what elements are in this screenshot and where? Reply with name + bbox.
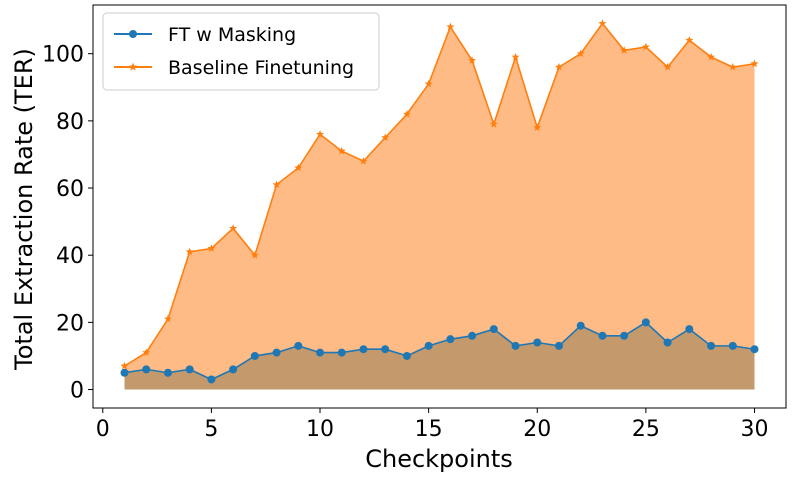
data-point-series-0 [163,368,172,377]
data-point-series-1 [489,120,498,128]
data-point-series-1 [707,52,716,61]
data-point-series-0 [533,338,542,347]
data-point-series-1 [598,19,607,27]
data-point-series-0 [685,325,694,334]
data-point-series-1 [663,62,672,71]
data-point-series-0 [185,365,194,374]
data-point-series-0 [337,348,346,357]
x-axis-label: Checkpoints [365,445,513,473]
data-point-series-0 [142,365,151,374]
area-fill-series-1 [124,23,755,390]
y-tick-label: 20 [56,311,84,336]
data-point-series-1 [163,314,172,323]
data-point-series-1 [446,22,455,31]
data-point-series-1 [381,133,390,142]
legend-box [102,12,380,91]
data-point-series-1 [685,36,694,44]
legend-marker-ft-masking [129,30,137,38]
data-point-series-0 [511,341,520,350]
data-point-series-1 [576,49,585,58]
data-point-series-0 [120,368,129,377]
plot-border [92,4,787,409]
y-tick-label: 40 [56,244,84,269]
x-tick-label: 5 [204,417,218,442]
data-point-series-1 [641,42,650,51]
y-axis-label: Total Extraction Rate (TER) [10,48,38,371]
data-point-series-0 [707,341,716,350]
x-tick-label: 0 [96,417,110,442]
data-point-series-0 [250,351,259,360]
data-point-series-0 [424,341,433,350]
x-tick-label: 20 [523,417,551,442]
x-axis-ticks: 0 5 10 15 20 25 30 [96,408,769,442]
data-point-series-0 [598,331,607,340]
y-tick-label: 0 [70,379,84,404]
data-point-series-1 [359,156,368,165]
data-point-series-0 [359,345,368,354]
legend-label-baseline: Baseline Finetuning [168,57,354,79]
data-point-series-1 [337,146,346,155]
y-tick-label: 100 [42,43,84,68]
data-point-series-0 [207,375,216,384]
data-point-series-1 [142,348,151,356]
legend-label-ft-masking: FT w Masking [168,24,296,46]
legend-marker-baseline [128,62,138,71]
data-point-series-0 [489,325,498,334]
data-point-series-0 [750,345,759,354]
data-point-series-0 [620,331,629,340]
data-point-series-1 [272,180,281,189]
area-fills [124,23,755,390]
data-point-series-1 [294,163,303,172]
x-tick-label: 25 [632,417,660,442]
data-point-series-0 [641,318,650,327]
data-point-series-1 [207,244,216,252]
data-point-series-0 [576,321,585,330]
data-point-series-1 [750,59,759,68]
data-point-series-1 [511,52,520,61]
series-line-1 [124,22,755,367]
data-point-series-0 [402,351,411,360]
data-point-series-1 [316,130,325,138]
series-markers [120,19,759,384]
x-tick-label: 15 [415,417,443,442]
data-point-series-1 [728,62,737,71]
data-point-series-0 [229,365,238,374]
data-point-series-0 [316,348,325,357]
data-point-series-0 [554,341,563,350]
plot-frame [92,4,787,409]
y-axis-ticks: 0 20 40 60 80 100 [42,43,93,404]
data-point-series-1 [229,224,238,232]
data-point-series-0 [294,341,303,350]
data-point-series-1 [533,123,542,131]
data-point-series-0 [381,345,390,354]
data-point-series-1 [250,251,259,259]
area-fill-series-0 [124,322,755,390]
data-point-series-0 [468,331,477,340]
legend: FT w Masking Baseline Finetuning [102,12,380,91]
y-tick-label: 80 [56,110,84,135]
data-point-series-1 [620,46,629,54]
data-point-series-0 [272,348,281,357]
data-point-series-1 [120,361,129,370]
data-point-series-1 [468,56,477,64]
data-point-series-1 [424,79,433,88]
data-point-series-0 [663,338,672,347]
x-tick-label: 10 [306,417,334,442]
data-point-series-0 [728,341,737,350]
data-point-series-1 [402,109,411,118]
data-point-series-1 [554,62,563,71]
data-point-series-1 [185,247,194,256]
data-point-series-0 [446,335,455,344]
x-tick-label: 30 [741,417,769,442]
y-tick-label: 60 [56,177,84,202]
